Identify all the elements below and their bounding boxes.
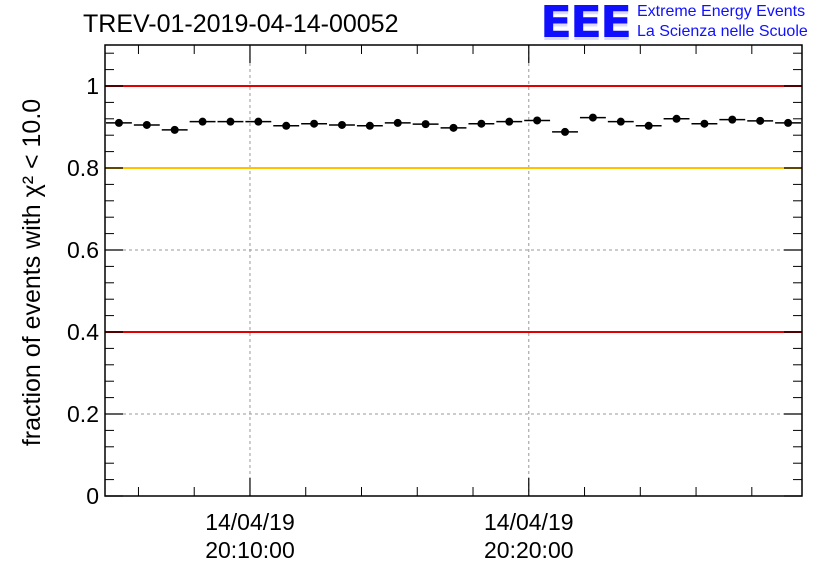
data-point: [310, 119, 319, 128]
data-point: [561, 127, 570, 136]
data-point: [672, 114, 681, 123]
data-point: [337, 120, 346, 129]
x-tick-label-date: 14/04/19: [205, 509, 295, 535]
eee-logo-mark: EEE: [540, 0, 632, 48]
data-point: [700, 119, 709, 128]
data-point: [449, 123, 458, 132]
y-tick-label: 1: [86, 73, 99, 99]
data-point: [421, 120, 430, 129]
data-point: [170, 125, 179, 134]
x-tick-label-date: 14/04/19: [484, 509, 574, 535]
data-point: [114, 118, 123, 127]
y-tick-label: 0.6: [67, 237, 99, 263]
logo-line-1: Extreme Energy Events: [637, 3, 806, 20]
data-point: [365, 121, 374, 130]
data-point: [393, 118, 402, 127]
eee-logo-text: Extreme Energy Events La Scienza nelle S…: [637, 2, 808, 42]
data-point: [728, 115, 737, 124]
y-axis-label: fraction of events with χ² < 10.0: [18, 99, 46, 446]
data-point: [477, 119, 486, 128]
data-point: [505, 117, 514, 126]
data-point: [756, 116, 765, 125]
chart-title: TREV-01-2019-04-14-00052: [83, 10, 399, 38]
x-tick-label-time: 20:20:00: [484, 537, 574, 563]
y-tick-label: 0.8: [67, 155, 99, 181]
eee-logo: EEE Extreme Energy Events La Scienza nel…: [540, 0, 830, 48]
y-tick-label: 0: [86, 483, 99, 509]
data-point: [616, 117, 625, 126]
data-point: [226, 117, 235, 126]
logo-line-2: La Scienza nelle Scuole: [637, 23, 808, 40]
data-point: [142, 120, 151, 129]
y-tick-label: 0.4: [67, 319, 99, 345]
y-tick-label: 0.2: [67, 401, 99, 427]
data-point: [198, 117, 207, 126]
data-point: [644, 121, 653, 130]
plot-frame: [104, 44, 803, 497]
data-point: [282, 121, 291, 130]
x-tick-label-time: 20:10:00: [205, 537, 295, 563]
data-point: [254, 117, 263, 126]
data-point: [588, 113, 597, 122]
data-point: [784, 118, 793, 127]
data-point: [533, 116, 542, 125]
